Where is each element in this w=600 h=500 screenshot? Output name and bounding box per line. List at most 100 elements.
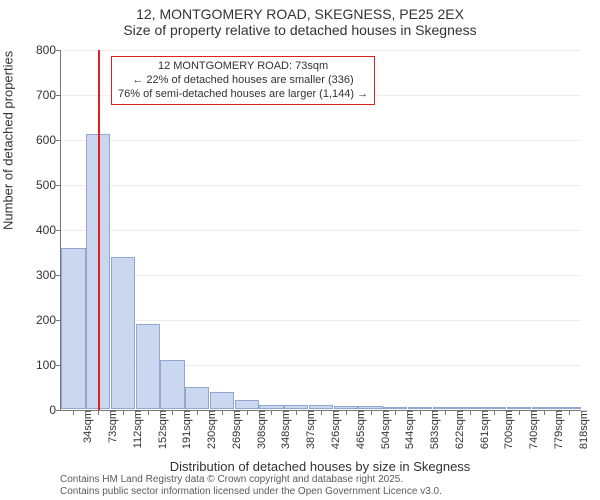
y-tick-mark bbox=[56, 275, 61, 276]
title-address: 12, MONTGOMERY ROAD, SKEGNESS, PE25 2EX bbox=[0, 6, 600, 22]
x-tick-mark bbox=[321, 410, 322, 415]
y-tick-label: 800 bbox=[16, 43, 56, 57]
annotation-box: 12 MONTGOMERY ROAD: 73sqm ← 22% of detac… bbox=[111, 56, 375, 105]
y-tick-label: 400 bbox=[16, 223, 56, 237]
annotation-line2: ← 22% of detached houses are smaller (33… bbox=[118, 74, 368, 88]
bar bbox=[433, 407, 457, 409]
bar bbox=[556, 407, 580, 409]
bar bbox=[185, 387, 209, 410]
bar bbox=[259, 405, 283, 410]
x-tick-label: 191sqm bbox=[177, 410, 193, 449]
bar bbox=[210, 392, 234, 409]
x-tick-mark bbox=[271, 410, 272, 415]
bar bbox=[408, 407, 432, 409]
x-tick-mark bbox=[148, 410, 149, 415]
y-tick-label: 700 bbox=[16, 88, 56, 102]
x-tick-mark bbox=[172, 410, 173, 415]
x-axis-label: Distribution of detached houses by size … bbox=[60, 459, 580, 474]
x-tick-mark bbox=[197, 410, 198, 415]
annotation-line1: 12 MONTGOMERY ROAD: 73sqm bbox=[118, 60, 368, 74]
reference-line-marker bbox=[98, 50, 100, 410]
x-tick-mark bbox=[296, 410, 297, 415]
x-tick-mark bbox=[445, 410, 446, 415]
x-tick-mark bbox=[569, 410, 570, 415]
x-tick-label: 269sqm bbox=[227, 410, 243, 449]
x-tick-mark bbox=[395, 410, 396, 415]
gridline bbox=[61, 275, 581, 276]
x-tick-mark bbox=[371, 410, 372, 415]
y-tick-mark bbox=[56, 410, 61, 411]
x-tick-mark bbox=[123, 410, 124, 415]
bar bbox=[383, 407, 407, 409]
footer-line2: Contains public sector information licen… bbox=[60, 486, 442, 498]
bar bbox=[136, 324, 160, 410]
x-tick-label: 544sqm bbox=[400, 410, 416, 449]
x-tick-mark bbox=[544, 410, 545, 415]
bar bbox=[358, 406, 382, 409]
x-tick-label: 230sqm bbox=[202, 410, 218, 449]
x-tick-label: 779sqm bbox=[549, 410, 565, 449]
x-tick-label: 112sqm bbox=[128, 410, 144, 448]
y-tick-mark bbox=[56, 50, 61, 51]
gridline bbox=[61, 185, 581, 186]
bar bbox=[61, 248, 85, 409]
bar bbox=[160, 360, 184, 409]
y-tick-label: 600 bbox=[16, 133, 56, 147]
bar bbox=[235, 400, 259, 409]
bar bbox=[507, 407, 531, 409]
x-tick-label: 73sqm bbox=[103, 410, 119, 443]
x-tick-label: 152sqm bbox=[153, 410, 169, 449]
x-tick-mark bbox=[470, 410, 471, 415]
y-tick-label: 300 bbox=[16, 268, 56, 282]
x-tick-mark bbox=[73, 410, 74, 415]
x-tick-mark bbox=[519, 410, 520, 415]
chart-container: 12, MONTGOMERY ROAD, SKEGNESS, PE25 2EX … bbox=[0, 0, 600, 500]
y-tick-mark bbox=[56, 95, 61, 96]
y-tick-mark bbox=[56, 230, 61, 231]
bar bbox=[457, 407, 481, 409]
x-tick-label: 465sqm bbox=[351, 410, 367, 449]
x-tick-label: 740sqm bbox=[524, 410, 540, 449]
x-tick-label: 387sqm bbox=[301, 410, 317, 449]
gridline bbox=[61, 140, 581, 141]
x-tick-mark bbox=[247, 410, 248, 415]
x-tick-label: 348sqm bbox=[276, 410, 292, 449]
x-tick-label: 661sqm bbox=[475, 410, 491, 449]
title-subtitle: Size of property relative to detached ho… bbox=[0, 22, 600, 38]
x-tick-label: 818sqm bbox=[574, 410, 590, 449]
y-axis-label: Number of detached properties bbox=[1, 51, 16, 230]
x-tick-label: 34sqm bbox=[78, 410, 94, 443]
x-tick-mark bbox=[494, 410, 495, 415]
gridline bbox=[61, 230, 581, 231]
bar bbox=[111, 257, 135, 409]
x-tick-mark bbox=[346, 410, 347, 415]
plot-area: 34sqm73sqm112sqm152sqm191sqm230sqm269sqm… bbox=[60, 50, 581, 411]
x-tick-label: 504sqm bbox=[376, 410, 392, 449]
bar bbox=[482, 407, 506, 409]
y-tick-mark bbox=[56, 320, 61, 321]
x-tick-mark bbox=[98, 410, 99, 415]
footer: Contains HM Land Registry data © Crown c… bbox=[60, 474, 442, 498]
y-tick-mark bbox=[56, 365, 61, 366]
footer-line1: Contains HM Land Registry data © Crown c… bbox=[60, 474, 442, 486]
bar bbox=[334, 406, 358, 409]
gridline bbox=[61, 50, 581, 51]
y-tick-label: 200 bbox=[16, 313, 56, 327]
y-tick-mark bbox=[56, 140, 61, 141]
y-tick-label: 0 bbox=[16, 403, 56, 417]
title-block: 12, MONTGOMERY ROAD, SKEGNESS, PE25 2EX … bbox=[0, 6, 600, 38]
x-tick-mark bbox=[420, 410, 421, 415]
x-tick-label: 583sqm bbox=[425, 410, 441, 449]
y-tick-label: 500 bbox=[16, 178, 56, 192]
x-tick-label: 622sqm bbox=[450, 410, 466, 449]
y-tick-mark bbox=[56, 185, 61, 186]
annotation-line3: 76% of semi-detached houses are larger (… bbox=[118, 88, 368, 102]
x-tick-label: 308sqm bbox=[252, 410, 268, 449]
bar bbox=[309, 405, 333, 409]
gridline bbox=[61, 320, 581, 321]
bar bbox=[532, 407, 556, 409]
x-tick-mark bbox=[222, 410, 223, 415]
x-tick-label: 426sqm bbox=[326, 410, 342, 449]
bar bbox=[284, 405, 308, 409]
y-tick-label: 100 bbox=[16, 358, 56, 372]
